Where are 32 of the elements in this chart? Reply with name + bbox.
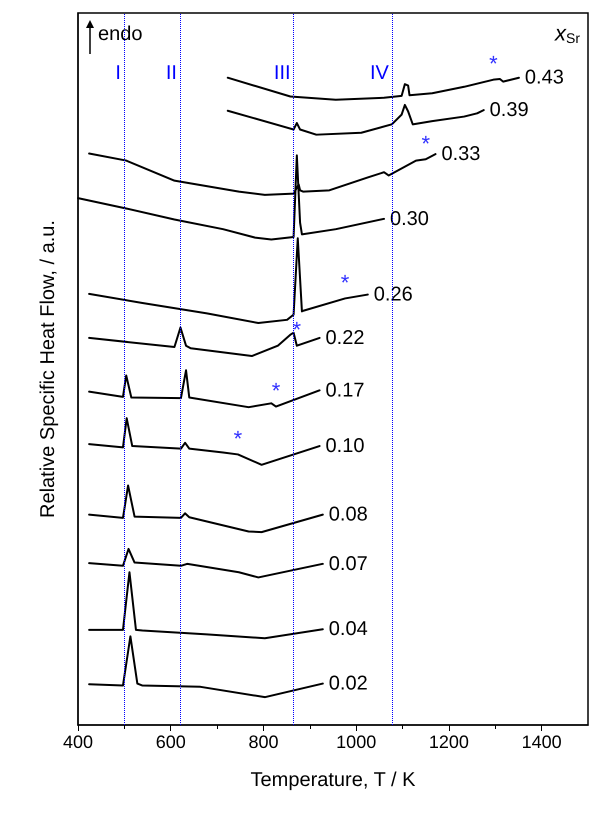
series-label: 0.17 <box>326 379 364 402</box>
series-label: 0.08 <box>328 504 368 526</box>
annotation: * <box>489 51 498 76</box>
legend-title: xSr <box>554 20 580 46</box>
ref-line-label: III <box>274 62 291 84</box>
x-axis-title: Temperature, T / K <box>250 769 416 791</box>
text: endo <box>98 23 142 45</box>
series-label: 0.26 <box>374 284 413 306</box>
x-tick-label: 1400 <box>522 732 562 752</box>
x-tick-label: 800 <box>248 732 278 752</box>
annotation: * <box>272 378 281 404</box>
ref-line-label: I <box>115 62 121 84</box>
annotation: * <box>340 270 350 295</box>
series-label: 0.30 <box>390 208 429 230</box>
x-tick-label: 600 <box>156 732 186 752</box>
annotation: * <box>292 317 302 342</box>
ref-line-label: II <box>166 62 177 84</box>
series-label: 0.02 <box>328 672 368 695</box>
ref-line-label: IV <box>370 62 390 84</box>
series-label: 0.33 <box>441 143 480 166</box>
series-label: 0.22 <box>326 326 364 349</box>
series-label: 0.43 <box>524 66 564 89</box>
series-label: 0.07 <box>328 552 368 575</box>
series-label: 0.39 <box>490 99 529 122</box>
annotation: * <box>421 130 430 156</box>
annotation: * <box>234 426 243 451</box>
x-tick-label: 1000 <box>336 732 376 752</box>
x-tick-label: 400 <box>62 732 94 752</box>
x-tick-label: 1200 <box>428 732 469 752</box>
series-label: 0.04 <box>328 618 368 640</box>
y-axis-title: Relative Specific Heat Flow, / a.u. <box>37 220 59 518</box>
series-label: 0.10 <box>326 435 364 458</box>
